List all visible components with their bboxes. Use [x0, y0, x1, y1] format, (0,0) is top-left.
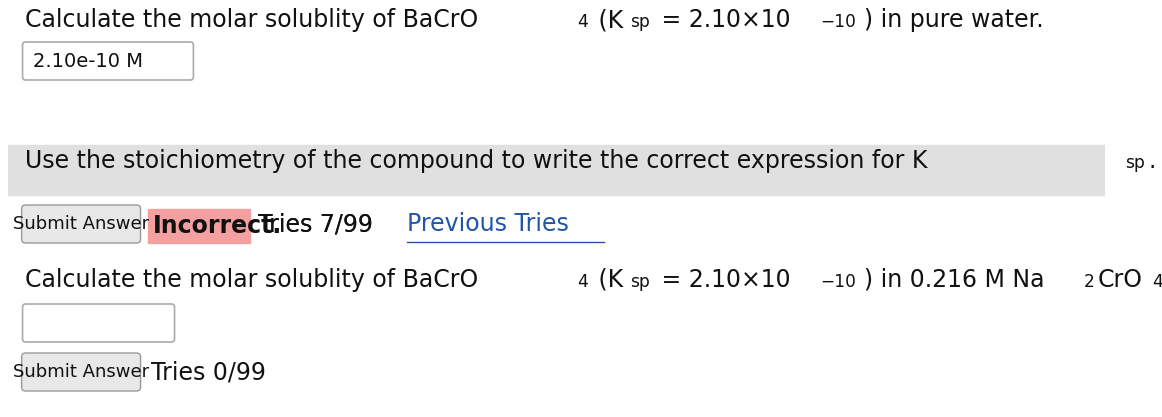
Text: CrO: CrO — [1097, 268, 1142, 292]
Text: = 2.10×10: = 2.10×10 — [654, 8, 790, 32]
Text: = 2.10×10: = 2.10×10 — [654, 268, 790, 292]
Text: ) in pure water.: ) in pure water. — [865, 8, 1043, 32]
Text: .: . — [1149, 149, 1156, 173]
Text: 4: 4 — [578, 273, 588, 291]
FancyBboxPatch shape — [22, 205, 141, 243]
Text: Tries 7/99: Tries 7/99 — [258, 212, 380, 236]
Text: sp: sp — [630, 13, 650, 31]
Text: sp: sp — [630, 273, 650, 291]
Text: Submit Answer: Submit Answer — [13, 215, 149, 233]
Text: Calculate the molar solublity of BaCrO: Calculate the molar solublity of BaCrO — [26, 8, 479, 32]
Text: −10: −10 — [820, 273, 856, 291]
Text: Incorrect.: Incorrect. — [153, 214, 282, 238]
Text: Calculate the molar solublity of BaCrO: Calculate the molar solublity of BaCrO — [26, 268, 479, 292]
Text: 2.10e-10 M: 2.10e-10 M — [33, 52, 143, 70]
Text: sp: sp — [1125, 154, 1145, 172]
Text: Tries 0/99: Tries 0/99 — [151, 360, 266, 384]
FancyBboxPatch shape — [22, 42, 193, 80]
Text: ) in 0.216 M Na: ) in 0.216 M Na — [865, 268, 1045, 292]
Text: Tries 7/99: Tries 7/99 — [258, 212, 380, 236]
Text: (K: (K — [590, 8, 623, 32]
FancyBboxPatch shape — [148, 209, 250, 243]
Text: 2: 2 — [1084, 273, 1095, 291]
Text: 4: 4 — [578, 13, 588, 31]
Text: Submit Answer: Submit Answer — [13, 363, 149, 381]
FancyBboxPatch shape — [22, 304, 174, 342]
Text: −10: −10 — [820, 13, 856, 30]
FancyBboxPatch shape — [8, 145, 1105, 195]
Text: (K: (K — [590, 268, 623, 292]
FancyBboxPatch shape — [22, 353, 141, 391]
Text: 4: 4 — [1153, 273, 1162, 291]
Text: Use the stoichiometry of the compound to write the correct expression for K: Use the stoichiometry of the compound to… — [26, 149, 928, 173]
Text: Previous Tries: Previous Tries — [407, 212, 568, 236]
